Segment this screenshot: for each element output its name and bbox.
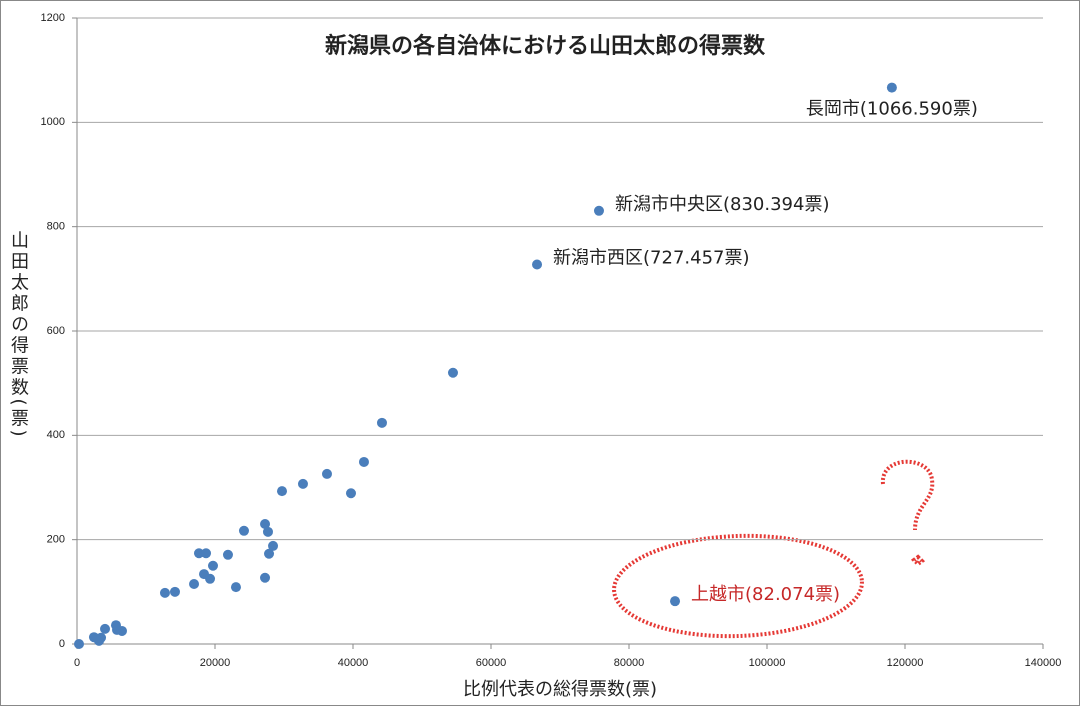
point [94, 635, 105, 646]
point [74, 639, 85, 649]
point [447, 367, 458, 378]
x-tick-label: 0 [74, 657, 80, 669]
chart-title: 新潟県の各自治体における山田太郎の得票数 [325, 33, 766, 59]
y-tick-label: 1000 [41, 116, 65, 128]
x-tick-label: 20000 [200, 657, 231, 669]
x-tick-label: 60000 [476, 657, 507, 669]
y-tick-label: 800 [47, 221, 65, 233]
point [262, 526, 273, 537]
point [207, 560, 218, 571]
point [532, 259, 543, 270]
point [189, 579, 200, 590]
point [100, 623, 111, 634]
y-tick-label: 600 [47, 325, 65, 337]
point [670, 596, 681, 607]
y-tick-label: 1200 [41, 12, 65, 24]
point [358, 456, 369, 467]
point [886, 82, 897, 93]
point [201, 548, 212, 559]
point [264, 548, 275, 559]
point [260, 519, 271, 530]
point [193, 548, 204, 559]
point [345, 488, 356, 499]
point [260, 572, 271, 583]
point [321, 468, 332, 479]
highlight-circle [612, 533, 864, 639]
x-tick-label: 40000 [338, 657, 369, 669]
x-tick-label: 80000 [614, 657, 645, 669]
point [276, 486, 287, 497]
y-axis-label: 山田太郎の得票数(票) [8, 230, 29, 439]
x-axis-label: 比例代表の総得票数(票) [463, 679, 657, 700]
question-mark [880, 459, 935, 567]
point [159, 587, 170, 598]
point-label: 上越市(82.074票) [691, 584, 840, 605]
x-tick-label: 100000 [749, 657, 786, 669]
point [110, 620, 121, 631]
point [169, 586, 180, 597]
y-tick-label: 200 [47, 534, 65, 546]
y-tick-label: 400 [47, 429, 65, 441]
point-label: 長岡市(1066.590票) [806, 99, 978, 120]
point [376, 417, 387, 428]
point [205, 573, 216, 584]
x-tick-label: 120000 [887, 657, 924, 669]
point [297, 478, 308, 489]
point [268, 540, 279, 551]
point [230, 582, 241, 593]
x-tick-label: 140000 [1025, 657, 1062, 669]
point-label: 新潟市西区(727.457票) [553, 248, 749, 269]
point-label: 新潟市中央区(830.394票) [615, 194, 829, 215]
point [238, 525, 249, 536]
point [593, 205, 604, 216]
y-tick-label: 0 [59, 638, 65, 650]
point [222, 549, 233, 560]
